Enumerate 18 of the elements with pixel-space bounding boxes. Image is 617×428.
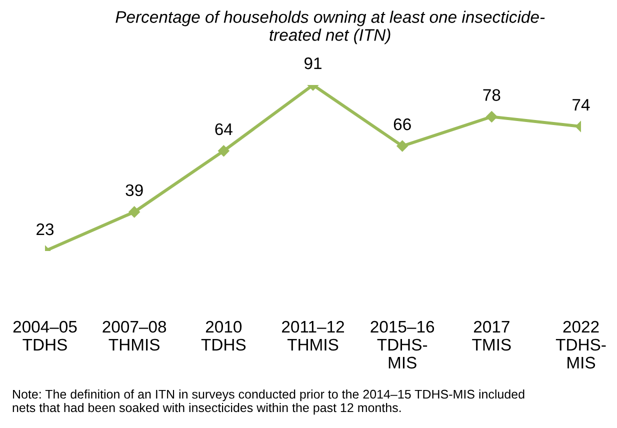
data-label: 64: [215, 123, 232, 136]
data-label: 78: [483, 89, 500, 101]
data-label: 66: [394, 118, 411, 130]
data-label: 74: [572, 99, 590, 111]
text: Note: The definition of an ITN in surveys conducted prior to the 2014–15 TDHS-MIS included nets that had been soaked with insecticides within the past 12 months.: [12, 389, 524, 415]
x-tick-label: 2010 TDHS: [201, 320, 246, 351]
x-tick-label: 2011–12 THMIS: [282, 320, 344, 351]
x-tick-label: 2004–05 TDHS: [13, 320, 77, 351]
data-label: 91: [304, 57, 322, 70]
data-label: 39: [126, 184, 143, 196]
x-tick-label: 2007–08 THMIS: [102, 320, 166, 351]
x-tick-label: 2015–16 TDHS- MIS: [370, 320, 434, 369]
chart-title: Percentage of households owning at least one insecticide- treated net (ITN): [116, 10, 545, 44]
x-tick-label: 2022 TDHS- MIS: [556, 320, 606, 369]
x-tick-label: 2017 TMIS: [472, 320, 511, 351]
point: [218, 145, 230, 157]
point: [396, 140, 408, 152]
data-label: 23: [36, 223, 54, 236]
